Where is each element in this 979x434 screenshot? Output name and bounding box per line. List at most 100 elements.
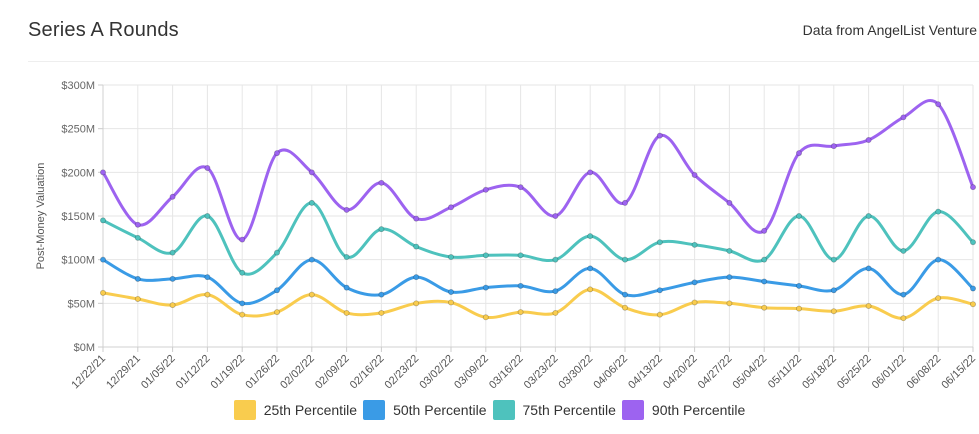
data-point [169, 249, 176, 256]
data-point [378, 309, 385, 316]
data-point [239, 236, 246, 243]
data-point [691, 279, 698, 286]
data-point [587, 265, 594, 272]
data-point [204, 164, 211, 171]
data-point [413, 300, 420, 307]
data-point [308, 199, 315, 206]
data-point [204, 274, 211, 281]
data-point [273, 309, 280, 316]
y-axis-title: Post-Money Valuation [35, 163, 47, 270]
x-tick-label: 01/19/22 [209, 353, 248, 392]
data-point [517, 184, 524, 191]
series-50th-percentile [100, 256, 977, 307]
data-point [308, 169, 315, 176]
data-point [100, 256, 107, 263]
legend-swatch [363, 400, 386, 420]
legend-item-75th-percentile[interactable]: 75th Percentile [492, 400, 616, 420]
data-point [273, 287, 280, 294]
data-point [726, 247, 733, 254]
data-point [796, 305, 803, 312]
x-tick-label: 06/15/22 [939, 353, 978, 392]
data-point [622, 304, 629, 311]
legend-swatch [233, 400, 256, 420]
data-point [830, 143, 837, 150]
data-point [865, 137, 872, 144]
data-point [413, 274, 420, 281]
data-point [447, 254, 454, 261]
data-point [691, 171, 698, 178]
data-point [100, 169, 107, 176]
data-point [134, 221, 141, 228]
data-point [726, 199, 733, 206]
legend-item-25th-percentile[interactable]: 25th Percentile [233, 400, 357, 420]
chart-legend: 25th Percentile 50th Percentile 75th Perce… [0, 398, 979, 422]
chart-title: Series A Rounds [28, 19, 179, 41]
data-point [587, 169, 594, 176]
data-point [517, 252, 524, 259]
data-point [482, 314, 489, 321]
data-point [273, 249, 280, 256]
data-point [761, 278, 768, 285]
x-tick-label: 01/26/22 [243, 353, 282, 392]
series-25th-percentile [100, 286, 977, 322]
data-point [134, 295, 141, 302]
data-point [447, 299, 454, 306]
x-tick-label: 02/16/22 [348, 353, 387, 392]
data-point [447, 204, 454, 211]
data-point [100, 289, 107, 296]
y-tick-label: $250M [61, 124, 95, 136]
data-point [343, 206, 350, 213]
data-point [865, 265, 872, 272]
data-point [935, 256, 942, 263]
data-point [378, 179, 385, 186]
legend-label: 50th Percentile [393, 402, 487, 418]
series-90th-percentile [100, 99, 977, 243]
data-point [970, 184, 977, 191]
data-point [343, 254, 350, 261]
data-point [656, 239, 663, 246]
y-tick-label: $150M [61, 211, 95, 223]
data-point [343, 309, 350, 316]
data-point [726, 274, 733, 281]
data-point [622, 199, 629, 206]
data-point [900, 247, 907, 254]
data-point [935, 101, 942, 108]
data-point [622, 291, 629, 298]
data-point [622, 256, 629, 263]
data-point [830, 256, 837, 263]
data-point [308, 256, 315, 263]
data-point [517, 309, 524, 316]
data-point [169, 275, 176, 282]
data-point [552, 212, 559, 219]
x-tick-label: 04/20/22 [661, 353, 700, 392]
x-tick-label: 02/02/22 [278, 353, 317, 392]
data-source-label: Data from AngelList Venture [802, 22, 977, 38]
data-point [552, 309, 559, 316]
y-tick-label: $50M [67, 298, 95, 310]
data-point [761, 256, 768, 263]
data-point [900, 291, 907, 298]
legend-swatch [621, 400, 644, 420]
data-point [552, 256, 559, 263]
data-point [935, 295, 942, 302]
x-tick-label: 06/01/22 [870, 353, 909, 392]
line-chart: $0M $50M $100M $150M $200M $250M $300M Post-Mon… [35, 80, 978, 392]
series-line [101, 258, 975, 306]
data-point [482, 252, 489, 259]
data-point [796, 212, 803, 219]
data-point [169, 193, 176, 200]
data-point [726, 300, 733, 307]
x-tick-label: 05/11/22 [766, 353, 804, 391]
data-point [552, 288, 559, 295]
x-tick-label: 01/12/22 [174, 353, 213, 392]
data-point [587, 233, 594, 240]
x-tick-label: 04/13/22 [626, 353, 665, 392]
data-point [378, 291, 385, 298]
data-point [796, 150, 803, 157]
data-point [308, 291, 315, 298]
data-point [239, 269, 246, 276]
x-tick-label: 03/30/22 [557, 353, 596, 392]
legend-item-90th-percentile[interactable]: 90th Percentile [621, 400, 745, 420]
legend-item-50th-percentile[interactable]: 50th Percentile [363, 400, 487, 420]
chart-header: Series A Rounds Data from AngelList Vent… [0, 0, 979, 62]
